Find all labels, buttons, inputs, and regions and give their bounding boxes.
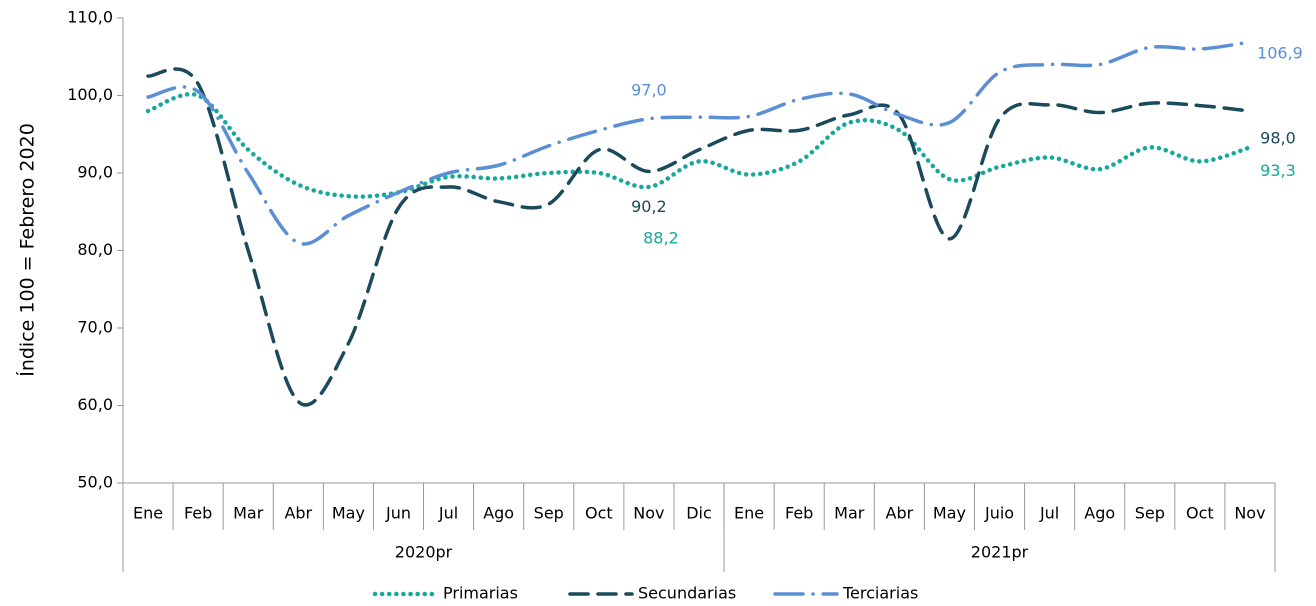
x-tick-label: Nov bbox=[633, 504, 664, 523]
legend-label: Secundarias bbox=[638, 584, 736, 603]
x-tick-label: Oct bbox=[585, 504, 613, 523]
data-label: 97,0 bbox=[631, 80, 667, 99]
x-tick-label: Jul bbox=[1039, 504, 1059, 523]
line-series bbox=[146, 40, 1252, 246]
line-series bbox=[146, 67, 1252, 407]
y-tick-label: 90,0 bbox=[77, 163, 113, 182]
y-tick-label: 110,0 bbox=[67, 8, 113, 27]
x-tick-label: Jun bbox=[385, 504, 411, 523]
data-label: 88,2 bbox=[643, 228, 679, 247]
x-tick-label: Abr bbox=[886, 504, 914, 523]
x-tick-label: Dic bbox=[686, 504, 712, 523]
x-tick-label: Sep bbox=[1135, 504, 1165, 523]
x-tick-label: Ago bbox=[483, 504, 514, 523]
y-tick-label: 100,0 bbox=[67, 85, 113, 104]
y-tick-label: 60,0 bbox=[77, 395, 113, 414]
x-tick-label: Feb bbox=[184, 504, 212, 523]
x-tick-label: Sep bbox=[534, 504, 564, 523]
x-tick-label: Juio bbox=[984, 504, 1014, 523]
x-tick-label: Ago bbox=[1084, 504, 1115, 523]
x-tick-label: May bbox=[933, 504, 966, 523]
x-tick-label: Ene bbox=[133, 504, 163, 523]
legend-label: Terciarias bbox=[842, 584, 918, 603]
group-label: 2020pr bbox=[395, 543, 453, 562]
x-tick-label: Mar bbox=[233, 504, 264, 523]
y-tick-label: 80,0 bbox=[77, 240, 113, 259]
line-series bbox=[145, 91, 1253, 199]
x-tick-label: Jul bbox=[438, 504, 458, 523]
group-label: 2021pr bbox=[971, 543, 1029, 562]
legend-label: Primarias bbox=[443, 584, 518, 603]
data-label: 98,0 bbox=[1260, 129, 1296, 148]
y-axis-title: Índice 100 = Febrero 2020 bbox=[16, 123, 39, 377]
x-tick-label: Mar bbox=[834, 504, 865, 523]
x-tick-label: May bbox=[332, 504, 365, 523]
data-label: 93,3 bbox=[1260, 161, 1296, 180]
x-tick-label: Oct bbox=[1186, 504, 1214, 523]
data-label: 106,9 bbox=[1257, 44, 1303, 63]
y-tick-label: 70,0 bbox=[77, 318, 113, 337]
data-label: 90,2 bbox=[631, 197, 667, 216]
x-tick-label: Abr bbox=[284, 504, 312, 523]
y-tick-label: 50,0 bbox=[77, 473, 113, 492]
x-tick-label: Nov bbox=[1234, 504, 1265, 523]
x-tick-label: Ene bbox=[734, 504, 764, 523]
x-tick-label: Feb bbox=[785, 504, 813, 523]
